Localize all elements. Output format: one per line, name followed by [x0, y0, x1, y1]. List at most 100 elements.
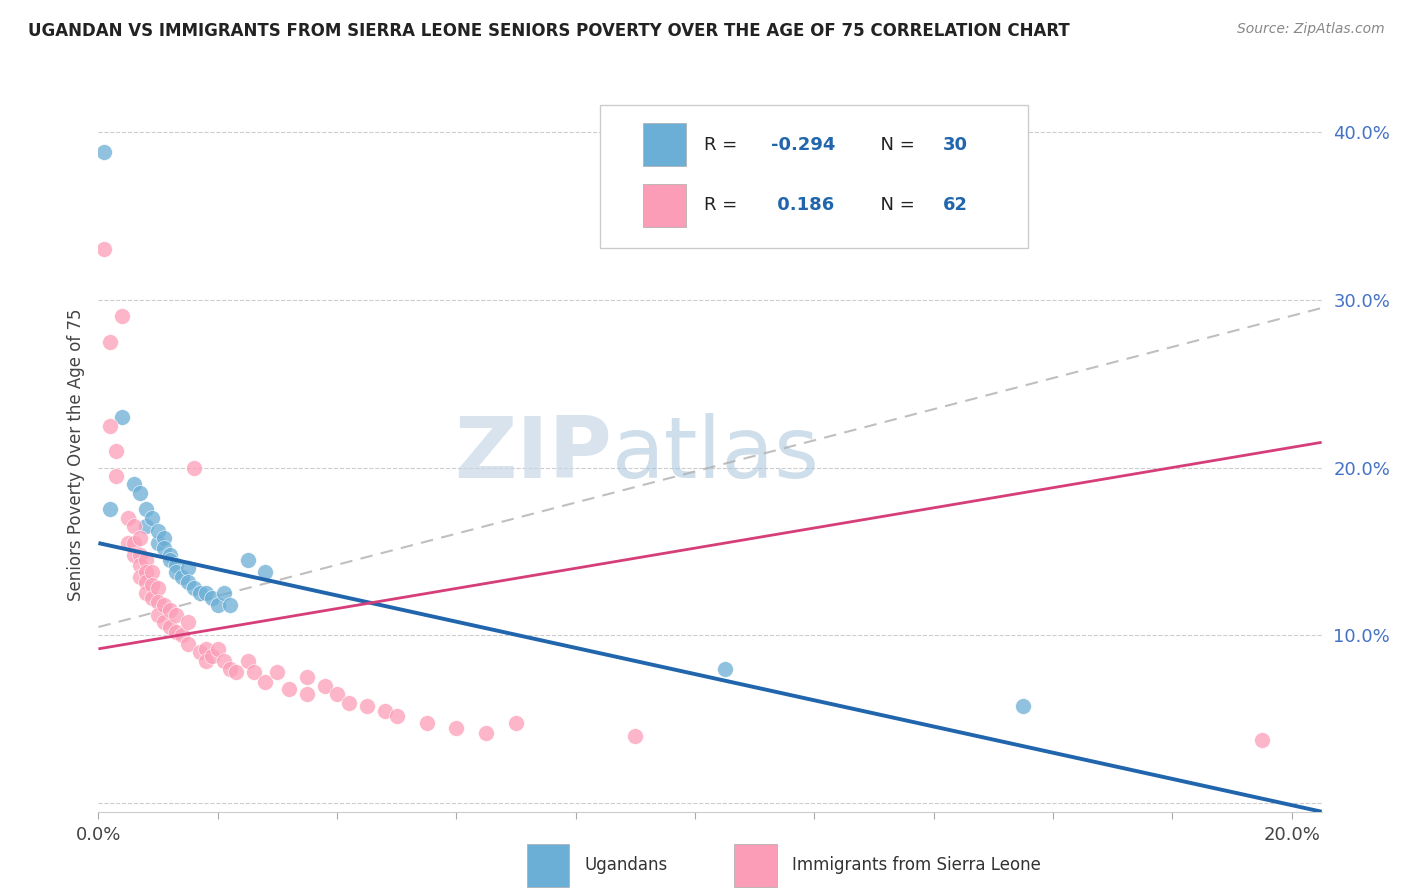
Point [129, 569, 152, 583]
Text: -0.294: -0.294 [772, 136, 835, 153]
Point [141, 565, 163, 579]
Point [117, 511, 139, 525]
Point [165, 608, 187, 623]
Point [141, 578, 163, 592]
Point [153, 541, 176, 555]
Point [146, 595, 169, 609]
Point [225, 665, 247, 680]
Text: Source: ZipAtlas.com: Source: ZipAtlas.com [1237, 22, 1385, 37]
Point [129, 485, 152, 500]
Point [129, 531, 152, 545]
Point [122, 548, 145, 562]
Point [146, 582, 169, 596]
Point [177, 615, 200, 629]
Point [170, 569, 193, 583]
Text: R =: R = [704, 196, 742, 214]
Point [624, 729, 647, 743]
Point [129, 548, 152, 562]
Point [183, 460, 205, 475]
Point [105, 443, 128, 458]
Point [135, 553, 157, 567]
Point [177, 574, 200, 589]
Point [159, 603, 181, 617]
Point [122, 477, 145, 491]
Point [212, 654, 235, 668]
Point [254, 565, 277, 579]
Point [201, 591, 224, 606]
Point [207, 641, 229, 656]
Point [475, 726, 498, 740]
Text: 62: 62 [942, 196, 967, 214]
Text: atlas: atlas [612, 413, 820, 497]
Point [242, 665, 264, 680]
Point [356, 698, 378, 713]
Point [135, 519, 157, 533]
Point [98, 418, 121, 433]
Point [337, 696, 360, 710]
Point [146, 524, 169, 539]
Point [207, 598, 229, 612]
Point [1251, 732, 1274, 747]
Point [297, 670, 319, 684]
Point [146, 608, 169, 623]
Point [153, 531, 176, 545]
Point [326, 687, 349, 701]
Point [165, 558, 187, 572]
Text: R =: R = [704, 136, 742, 153]
Point [170, 628, 193, 642]
Text: Immigrants from Sierra Leone: Immigrants from Sierra Leone [792, 856, 1040, 874]
FancyBboxPatch shape [643, 184, 686, 227]
Point [146, 536, 169, 550]
FancyBboxPatch shape [734, 844, 778, 887]
Point [98, 502, 121, 516]
Point [105, 469, 128, 483]
Text: Ugandans: Ugandans [583, 856, 668, 874]
Point [297, 687, 319, 701]
FancyBboxPatch shape [600, 105, 1028, 248]
Point [194, 586, 217, 600]
Point [218, 662, 240, 676]
Point [194, 641, 217, 656]
Point [98, 334, 121, 349]
Point [135, 502, 157, 516]
Point [153, 598, 176, 612]
Point [188, 645, 211, 659]
Point [415, 715, 437, 730]
Y-axis label: Seniors Poverty Over the Age of 75: Seniors Poverty Over the Age of 75 [66, 309, 84, 601]
Point [93, 145, 115, 159]
Point [135, 565, 157, 579]
Point [314, 679, 336, 693]
Point [122, 519, 145, 533]
Point [1012, 698, 1035, 713]
Point [141, 591, 163, 606]
Text: 30: 30 [942, 136, 967, 153]
Point [111, 310, 134, 324]
Point [201, 648, 224, 663]
Point [505, 715, 527, 730]
Point [122, 536, 145, 550]
Point [183, 582, 205, 596]
Point [165, 625, 187, 640]
Text: N =: N = [869, 136, 921, 153]
Point [212, 586, 235, 600]
Point [254, 675, 277, 690]
Point [236, 553, 259, 567]
Point [385, 709, 408, 723]
Point [714, 662, 737, 676]
Point [111, 410, 134, 425]
Point [141, 511, 163, 525]
Text: N =: N = [869, 196, 921, 214]
Point [93, 242, 115, 256]
Point [278, 682, 301, 697]
Point [194, 654, 217, 668]
Point [159, 548, 181, 562]
Text: 0.186: 0.186 [772, 196, 834, 214]
Point [159, 620, 181, 634]
Point [165, 565, 187, 579]
Text: ZIP: ZIP [454, 413, 612, 497]
Point [266, 665, 288, 680]
Point [177, 637, 200, 651]
Point [177, 561, 200, 575]
Point [135, 574, 157, 589]
Point [153, 615, 176, 629]
